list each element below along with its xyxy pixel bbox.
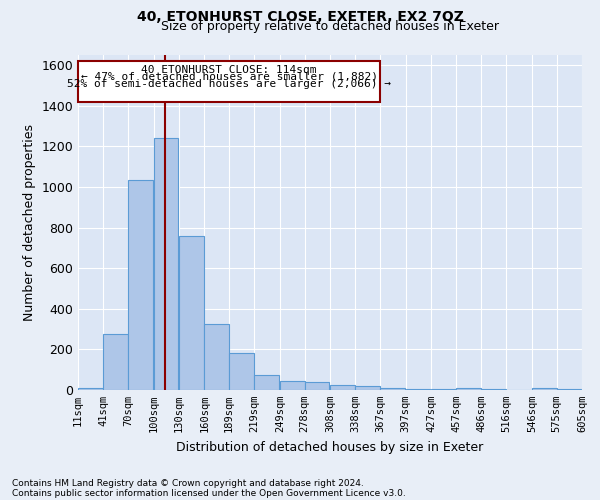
Text: 52% of semi-detached houses are larger (2,066) →: 52% of semi-detached houses are larger (… xyxy=(67,79,391,89)
Bar xyxy=(532,388,557,390)
Bar xyxy=(154,138,178,390)
Bar xyxy=(128,180,152,390)
Bar xyxy=(305,382,329,390)
Bar xyxy=(457,388,481,390)
Text: Contains HM Land Registry data © Crown copyright and database right 2024.: Contains HM Land Registry data © Crown c… xyxy=(12,478,364,488)
Bar xyxy=(103,334,128,390)
Bar xyxy=(330,385,355,390)
Bar xyxy=(254,375,279,390)
X-axis label: Distribution of detached houses by size in Exeter: Distribution of detached houses by size … xyxy=(176,440,484,454)
Bar xyxy=(179,236,203,390)
Bar xyxy=(406,389,430,390)
Bar xyxy=(205,324,229,390)
Bar xyxy=(280,381,305,390)
Text: Contains public sector information licensed under the Open Government Licence v3: Contains public sector information licen… xyxy=(12,488,406,498)
FancyBboxPatch shape xyxy=(78,61,380,102)
Bar xyxy=(229,354,254,390)
Bar xyxy=(380,388,404,390)
Text: 40 ETONHURST CLOSE: 114sqm: 40 ETONHURST CLOSE: 114sqm xyxy=(141,64,317,74)
Bar xyxy=(355,386,380,390)
Y-axis label: Number of detached properties: Number of detached properties xyxy=(23,124,36,321)
Bar xyxy=(78,388,103,390)
Text: ← 47% of detached houses are smaller (1,882): ← 47% of detached houses are smaller (1,… xyxy=(80,72,377,82)
Title: Size of property relative to detached houses in Exeter: Size of property relative to detached ho… xyxy=(161,20,499,33)
Text: 40, ETONHURST CLOSE, EXETER, EX2 7QZ: 40, ETONHURST CLOSE, EXETER, EX2 7QZ xyxy=(137,10,463,24)
